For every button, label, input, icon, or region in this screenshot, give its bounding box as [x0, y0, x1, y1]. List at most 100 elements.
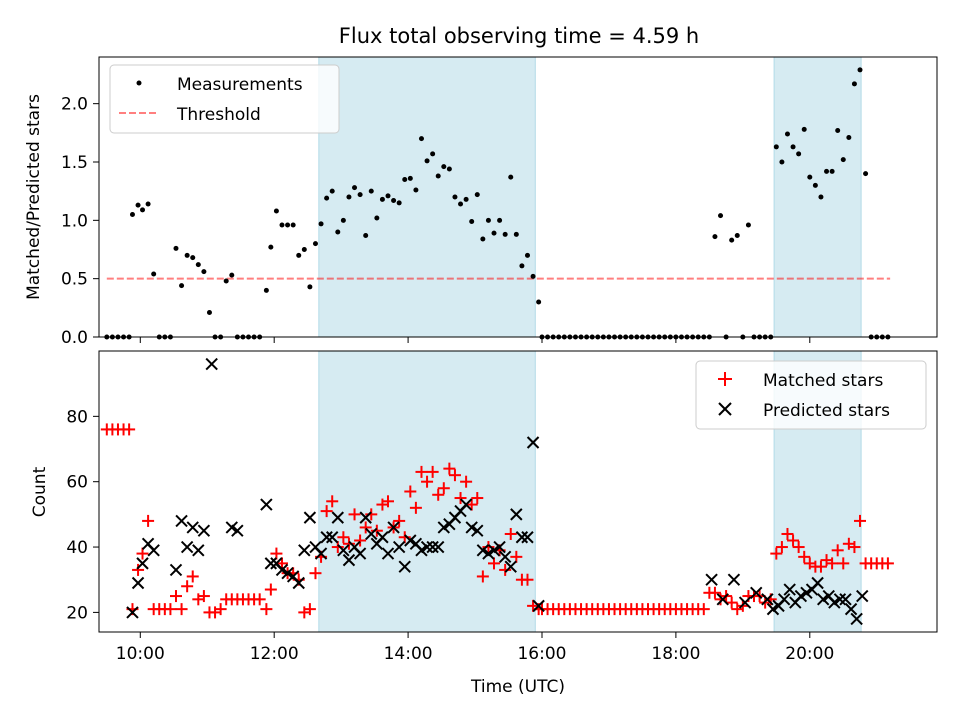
predicted-star-point	[326, 531, 339, 544]
matched-star-point	[309, 567, 322, 580]
measurement-point	[536, 299, 542, 305]
measurement-point	[263, 287, 269, 293]
matched-star-point	[275, 557, 288, 570]
matched-star-point	[826, 557, 839, 570]
predicted-star-point	[465, 521, 478, 534]
x-tick-label: 20:00	[785, 644, 834, 664]
measurement-point	[407, 175, 413, 181]
measurement-point	[446, 166, 452, 172]
matched-star-point	[432, 488, 445, 501]
predicted-star-point	[750, 586, 763, 599]
top-y-ticks: 0.0 0.5 1.0 1.5 2.0	[61, 95, 99, 348]
measurement-point	[190, 255, 196, 261]
matched-star-point	[348, 508, 361, 521]
measurement-point	[140, 207, 146, 213]
matched-star-point	[697, 603, 710, 616]
matched-star-point	[175, 603, 188, 616]
measurement-point	[340, 217, 346, 223]
matched-star-point	[708, 586, 721, 599]
top-shaded-intervals	[318, 56, 862, 338]
bottom-y-tick-label: 40	[66, 538, 88, 558]
measurement-point	[474, 192, 480, 198]
bottom-legend: Matched stars Predicted stars	[695, 360, 927, 430]
top-legend: Measurements Threshold	[109, 64, 340, 134]
measurement-point	[846, 135, 852, 140]
predicted-star-point	[192, 544, 205, 557]
matched-star-point	[393, 514, 406, 527]
predicted-star-point	[126, 606, 139, 619]
measurement-point	[835, 128, 841, 133]
matched-star-point	[881, 557, 894, 570]
predicted-star-point	[521, 531, 534, 544]
matched-star-point	[326, 495, 339, 508]
bottom-x-ticks: 10:00 12:00 14:00 16:00 18:00 20:00	[116, 632, 834, 664]
measurement-point	[530, 273, 536, 279]
predicted-star-point	[526, 436, 540, 449]
predicted-star-markers	[126, 357, 869, 626]
predicted-star-point	[420, 540, 434, 554]
predicted-star-point	[415, 544, 428, 557]
measurement-point	[229, 272, 235, 278]
measurement-point	[773, 144, 779, 150]
measurement-point	[718, 213, 724, 219]
matched-star-point	[132, 563, 145, 576]
measurement-point	[508, 174, 514, 180]
measurement-point	[318, 221, 324, 227]
matched-star-point	[354, 534, 367, 547]
measurement-point	[519, 263, 525, 269]
matched-star-point	[854, 514, 867, 527]
predicted-star-point	[811, 576, 824, 590]
predicted-star-point	[331, 511, 344, 524]
bottom-legend-box	[695, 360, 927, 430]
matched-star-point	[443, 462, 456, 475]
top-panel: 0.00.51.01.52.0 Matched/Predicted stars …	[24, 56, 938, 348]
x-axis-label: Time (UTC)	[470, 677, 565, 697]
predicted-star-point	[510, 508, 523, 521]
measurement-point	[396, 200, 402, 206]
matched-star-point	[181, 580, 194, 593]
bottom-y-tick-label: 80	[66, 407, 88, 427]
matched-star-point	[775, 541, 788, 554]
measurement-point	[195, 262, 201, 268]
predicted-star-point	[761, 593, 774, 606]
measurement-point	[179, 283, 185, 289]
matched-star-point	[331, 541, 344, 554]
predicted-star-point	[727, 573, 741, 586]
predicted-star-point	[281, 566, 294, 580]
matched-star-point	[260, 603, 273, 616]
predicted-star-point	[487, 544, 501, 557]
matched-star-point	[169, 590, 182, 603]
measurement-point	[857, 67, 863, 73]
predicted-star-point	[783, 583, 796, 596]
matched-star-point	[214, 603, 227, 616]
measurement-point	[790, 144, 796, 150]
matched-star-point	[370, 524, 383, 537]
legend-matched-label: Matched stars	[763, 371, 883, 391]
predicted-star-point	[136, 557, 149, 570]
measurement-point	[129, 212, 135, 217]
matched-star-point	[421, 475, 434, 488]
measurement-point	[135, 202, 141, 208]
matched-star-point	[448, 469, 461, 482]
matched-star-point	[521, 573, 534, 586]
matched-star-point	[197, 590, 210, 603]
measurement-point	[745, 222, 751, 228]
measurement-point	[452, 194, 458, 200]
predicted-star-point	[844, 602, 858, 616]
x-tick-label: 10:00	[116, 644, 165, 664]
measurement-point	[807, 174, 813, 180]
matched-star-point	[798, 550, 811, 563]
matched-star-point	[437, 482, 450, 495]
measurement-point	[206, 310, 212, 315]
measurement-point	[352, 185, 358, 191]
top-y-tick-label: 2.0	[61, 95, 88, 115]
top-y-tick-label: 0.5	[61, 270, 88, 290]
predicted-star-point	[231, 524, 244, 537]
matched-star-point	[136, 547, 149, 560]
legend-measurements-label: Measurements	[177, 75, 303, 95]
matched-star-markers	[100, 423, 894, 619]
x-tick-label: 14:00	[384, 644, 433, 664]
shaded-interval-1	[773, 56, 862, 338]
predicted-star-point	[850, 612, 863, 626]
measurement-point	[307, 284, 313, 290]
